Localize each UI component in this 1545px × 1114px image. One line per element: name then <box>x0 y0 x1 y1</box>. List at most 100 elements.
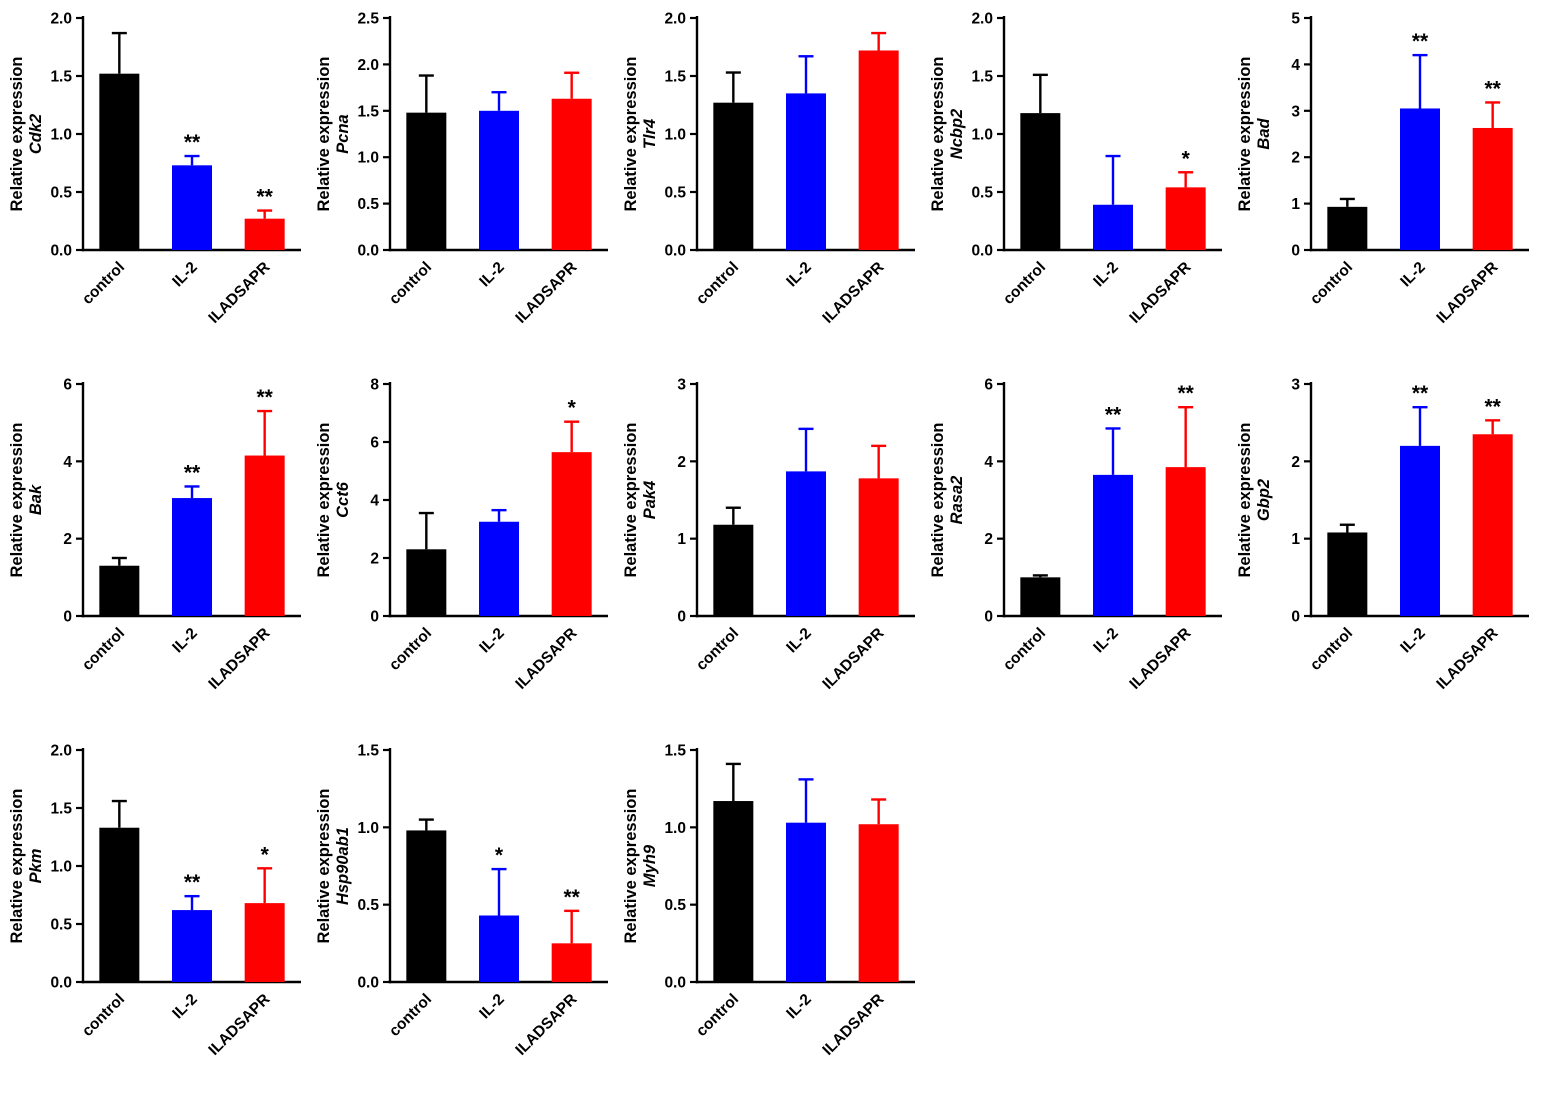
y-tick-label: 2 <box>63 531 72 548</box>
bar-il-2 <box>785 822 826 982</box>
y-axis-label: Relative expression <box>930 57 947 212</box>
y-tick-label: 2 <box>1291 150 1300 167</box>
panel-cell-cct6: 0 2 4 6 8 control IL-2 * ILADSAPR Relative expres… <box>313 368 618 730</box>
y-tick-label: 1.5 <box>50 801 72 818</box>
y-tick-label: 2.0 <box>50 743 72 760</box>
y-tick-label: 4 <box>370 493 379 510</box>
gene-name-label: Gbp2 <box>1255 479 1273 521</box>
gene-name-label: Myh9 <box>641 844 659 887</box>
y-axis-label: Relative expression <box>1237 423 1254 578</box>
bar-control <box>1019 577 1060 616</box>
significance-label: ** <box>183 461 200 484</box>
x-tick-label: ILADSAPR <box>819 991 887 1059</box>
panel-cell-bak: 0 2 4 6 control ** IL-2 ** ILADSAPR Relative expr… <box>6 368 311 730</box>
x-tick-label: control <box>692 625 741 674</box>
y-tick-label: 0 <box>984 609 993 626</box>
y-axis-label: Relative expression <box>1237 57 1254 212</box>
x-tick-label: ILADSAPR <box>512 625 580 693</box>
y-axis-label: Relative expression <box>316 789 333 944</box>
y-tick-label: 3 <box>677 377 686 394</box>
y-tick-label: 0.5 <box>50 185 72 202</box>
x-tick-label: IL-2 <box>169 259 201 291</box>
bar-control <box>712 801 753 982</box>
bar-control <box>98 827 139 982</box>
y-tick-label: 2.0 <box>50 11 72 28</box>
chart-panel-gbp2: 0 1 2 3 control ** IL-2 ** ILADSAPR Relative expr… <box>1237 377 1529 693</box>
x-tick-label: ILADSAPR <box>512 259 580 327</box>
bar-control <box>1326 206 1367 250</box>
y-tick-label: 3 <box>1291 103 1300 120</box>
chart-panel-ncbp2: 0.0 0.5 1.0 1.5 2.0 control IL-2 * ILADSAPR Relat… <box>930 11 1222 327</box>
significance-label: ** <box>1411 382 1428 405</box>
significance-label: ** <box>1411 30 1428 53</box>
y-tick-label: 2.5 <box>357 11 379 28</box>
significance-label: ** <box>1104 403 1121 426</box>
y-tick-label: 0.5 <box>664 185 686 202</box>
bar-iladsapr <box>551 452 592 616</box>
x-tick-label: control <box>78 259 127 308</box>
x-tick-label: IL-2 <box>169 625 201 657</box>
bar-il-2 <box>171 165 212 250</box>
x-tick-label: IL-2 <box>783 259 815 291</box>
x-tick-label: IL-2 <box>476 259 508 291</box>
significance-label: ** <box>183 131 200 154</box>
bar-iladsapr <box>858 50 899 251</box>
bar-iladsapr <box>244 455 285 616</box>
gene-name-label: Pcna <box>334 114 352 153</box>
x-tick-label: ILADSAPR <box>819 625 887 693</box>
y-axis-label: Relative expression <box>623 423 640 578</box>
bar-il-2 <box>171 910 212 982</box>
y-tick-label: 2 <box>1291 454 1300 471</box>
x-tick-label: control <box>78 991 127 1040</box>
bar-il-2 <box>478 110 519 250</box>
x-tick-label: IL-2 <box>169 991 201 1023</box>
bar-iladsapr <box>551 98 592 251</box>
y-tick-label: 0.5 <box>664 897 686 914</box>
y-axis-label: Relative expression <box>9 57 26 212</box>
gene-name-label: Cdk2 <box>27 114 45 154</box>
panel-cell-pkm: 0.0 0.5 1.0 1.5 2.0 control ** IL-2 * ILADSAPR Rel… <box>6 734 311 1096</box>
x-tick-label: control <box>385 991 434 1040</box>
panel-cell-gbp2: 0 1 2 3 control ** IL-2 ** ILADSAPR Relative expr… <box>1234 368 1539 730</box>
x-tick-label: control <box>999 259 1048 308</box>
y-tick-label: 2.0 <box>971 11 993 28</box>
bar-iladsapr <box>1165 467 1206 616</box>
gene-name-label: Pak4 <box>641 481 659 520</box>
y-tick-label: 2.0 <box>664 11 686 28</box>
x-tick-label: ILADSAPR <box>1433 259 1501 327</box>
y-axis-label: Relative expression <box>316 57 333 212</box>
chart-panel-pkm: 0.0 0.5 1.0 1.5 2.0 control ** IL-2 * ILADSAPR Rel… <box>9 743 301 1059</box>
significance-label: ** <box>256 186 273 209</box>
bar-iladsapr <box>1165 187 1206 250</box>
bar-iladsapr <box>858 478 899 616</box>
bar-iladsapr <box>551 943 592 982</box>
chart-panel-bad: 0 1 2 3 4 5 control ** IL-2 ** ILADSAPR Relative ex… <box>1237 11 1529 327</box>
y-tick-label: 1.0 <box>50 127 72 144</box>
y-tick-label: 1.5 <box>664 69 686 86</box>
y-tick-label: 1.0 <box>50 859 72 876</box>
panel-cell-rasa2: 0 2 4 6 control ** IL-2 ** ILADSAPR Relative expr… <box>927 368 1232 730</box>
bar-control <box>1326 532 1367 616</box>
y-tick-label: 0 <box>63 609 72 626</box>
y-tick-label: 0 <box>1291 609 1300 626</box>
x-tick-label: ILADSAPR <box>819 259 887 327</box>
significance-label: ** <box>1484 77 1501 100</box>
y-axis-label: Relative expression <box>623 789 640 944</box>
x-tick-label: control <box>78 625 127 674</box>
y-axis-label: Relative expression <box>316 423 333 578</box>
y-tick-label: 0 <box>677 609 686 626</box>
x-tick-label: ILADSAPR <box>1126 625 1194 693</box>
y-tick-label: 0.0 <box>357 975 379 992</box>
y-tick-label: 1.0 <box>971 127 993 144</box>
y-tick-label: 1 <box>1291 531 1300 548</box>
panel-cell-cdk2: 0.0 0.5 1.0 1.5 2.0 control ** IL-2 ** ILADSAPR Re… <box>6 2 311 364</box>
y-axis-label: Relative expression <box>9 789 26 944</box>
x-tick-label: ILADSAPR <box>512 991 580 1059</box>
bar-il-2 <box>785 93 826 251</box>
x-tick-label: ILADSAPR <box>205 991 273 1059</box>
significance-label: * <box>567 397 576 420</box>
gene-name-label: Rasa2 <box>948 476 966 525</box>
y-axis-label: Relative expression <box>623 57 640 212</box>
y-tick-label: 1 <box>1291 196 1300 213</box>
y-tick-label: 6 <box>63 377 72 394</box>
